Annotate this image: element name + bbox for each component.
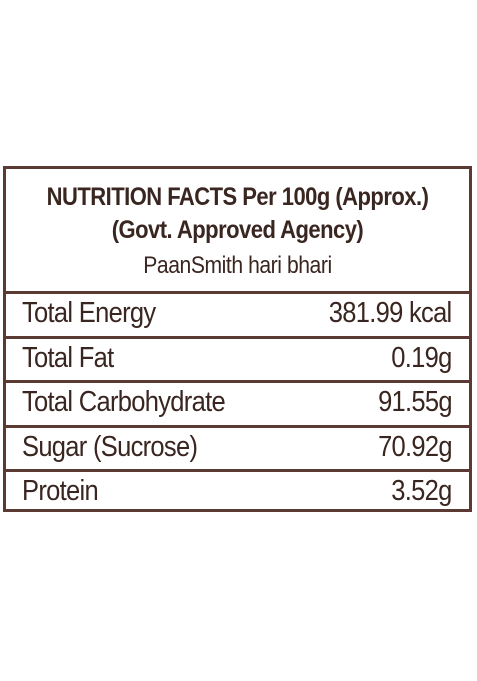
nutrient-value: 3.52g [391, 475, 453, 507]
nutrient-row-total-carbohydrate: Total Carbohydrate 91.55g [6, 380, 469, 425]
nutrient-label: Sugar (Sucrose) [22, 431, 198, 463]
nutrient-row-total-energy: Total Energy 381.99 kcal [6, 291, 469, 336]
agency-subtitle: (Govt. Approved Agency) [111, 216, 364, 244]
nutrient-value: 0.19g [391, 342, 453, 374]
nutrient-row-sugar: Sugar (Sucrose) 70.92g [6, 425, 469, 469]
nutrient-label: Total Fat [22, 342, 114, 374]
product-name: PaanSmith hari bhari [143, 252, 332, 279]
nutrient-label: Protein [22, 475, 99, 507]
nutrient-label: Total Carbohydrate [22, 386, 226, 418]
nutrient-value: 91.55g [378, 386, 453, 418]
nutrient-value: 381.99 kcal [329, 297, 452, 329]
nutrient-value: 70.92g [378, 431, 453, 463]
nutrition-facts-table: NUTRITION FACTS Per 100g (Approx.) (Govt… [3, 166, 472, 512]
nutrition-title: NUTRITION FACTS Per 100g (Approx.) [46, 183, 429, 211]
nutrition-header: NUTRITION FACTS Per 100g (Approx.) (Govt… [6, 169, 469, 291]
nutrient-row-total-fat: Total Fat 0.19g [6, 336, 469, 380]
nutrient-label: Total Energy [22, 297, 156, 329]
nutrient-row-protein: Protein 3.52g [6, 469, 469, 509]
